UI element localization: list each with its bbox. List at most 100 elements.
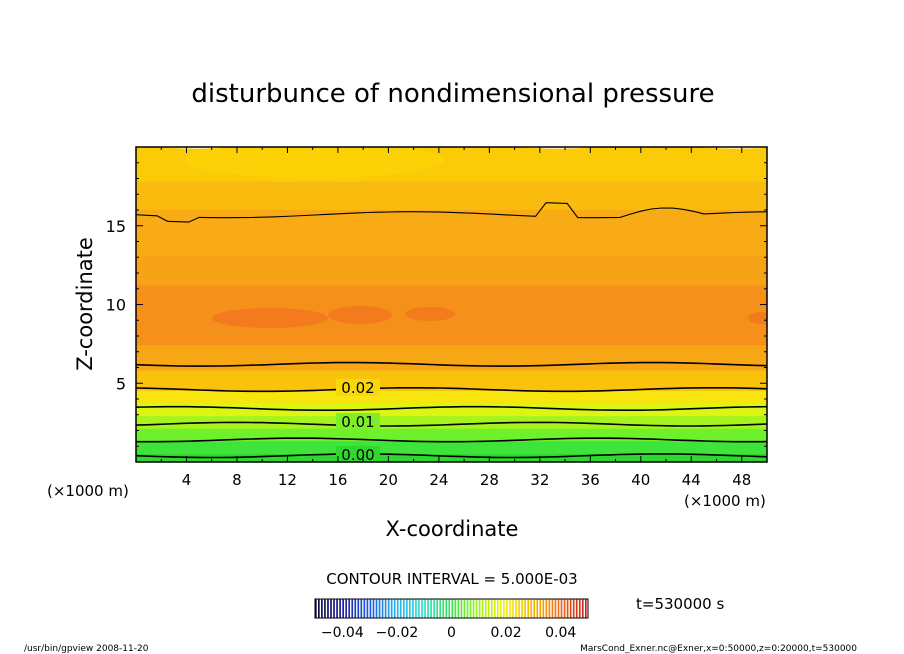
colorbar-stripe (384, 599, 387, 618)
colorbar-stripe (366, 599, 369, 618)
colorbar-stripe (378, 599, 381, 618)
colorbar-stripe (390, 599, 393, 618)
colorbar-stripe (478, 599, 481, 618)
colorbar-stripe (448, 599, 451, 618)
colorbar-stripe (457, 599, 460, 618)
colorbar-stripe (563, 599, 566, 618)
colorbar-stripe (542, 599, 545, 618)
high-pressure-patch (328, 306, 392, 324)
colorbar-frame (314, 598, 589, 619)
colorbar-stripe (439, 599, 442, 618)
colorbar-stripe (402, 599, 405, 618)
x-axis: 4 8 12 16 20 24 28 32 36 40 44 48 (160, 147, 768, 489)
colorbar-stripe (551, 599, 554, 618)
colorbar-stripe (524, 599, 526, 618)
colorbar-stripe (387, 599, 390, 618)
colorbar-stripe (463, 599, 466, 618)
colorbar-stripe (436, 599, 438, 618)
high-pressure-patch (212, 308, 328, 328)
contour-band (136, 176, 767, 210)
x-tick-label: 36 (581, 471, 600, 489)
contour-line (136, 453, 767, 459)
colorbar-stripe (530, 599, 533, 618)
x-tick-label: 12 (278, 471, 297, 489)
contour-fill-features (185, 147, 767, 328)
x-unit-left: (×1000 m) (47, 482, 129, 500)
low-pressure-patch (185, 147, 445, 178)
colorbar-stripe (409, 599, 411, 618)
colorbar-stripe (548, 599, 551, 618)
contour-line (136, 361, 767, 367)
contour-band (136, 365, 767, 391)
colorbar-stripe (493, 599, 496, 618)
colorbar-stripe (469, 599, 472, 618)
colorbar-stripe (481, 599, 484, 618)
colorbar-stripe (506, 599, 508, 618)
x-tick-label: 20 (379, 471, 398, 489)
x-tick-label: 28 (480, 471, 499, 489)
colorbar-stripe (372, 599, 375, 618)
colorbar-stripe (421, 599, 423, 618)
colorbar-stripe (375, 599, 378, 618)
colorbar-stripe (430, 599, 432, 618)
x-tick-label: 40 (631, 471, 650, 489)
colorbar-stripe (363, 599, 366, 618)
colorbar-stripe (533, 599, 536, 618)
colorbar-stripe (321, 599, 323, 618)
y-tick-label: 10 (106, 296, 126, 315)
colorbar-stripe (515, 599, 517, 618)
colorbar-stripe (327, 599, 329, 618)
colorbar-stripe (572, 599, 575, 618)
colorbar-stripe (509, 599, 511, 618)
colorbar-stripe (412, 599, 414, 618)
colorbar-stripe (345, 599, 347, 618)
colorbar-stripe (348, 599, 351, 618)
colorbar-stripe (487, 599, 490, 618)
colorbar-ticks: −0.04 −0.02 0 0.02 0.04 (321, 625, 577, 641)
colorbar-stripe (351, 599, 354, 618)
colorbar-stripe (315, 599, 317, 618)
x-tick-label: 48 (732, 471, 751, 489)
contour-line (136, 387, 767, 393)
x-unit-right: (×1000 m) (684, 492, 766, 510)
colorbar-stripe (539, 599, 542, 618)
colorbar-stripe (406, 599, 408, 618)
colorbar-stripe (333, 599, 335, 618)
colorbar (315, 599, 587, 618)
time-label: t=530000 s (636, 595, 724, 613)
colorbar-stripe (330, 599, 332, 618)
colorbar-stripe (545, 599, 548, 618)
contour-line (136, 202, 767, 223)
colorbar-stripe (357, 599, 360, 618)
colorbar-stripe (427, 599, 429, 618)
colorbar-stripe (512, 599, 514, 618)
colorbar-stripe (554, 599, 557, 618)
x-tick-label: 16 (328, 471, 347, 489)
x-axis-label: X-coordinate (386, 517, 519, 541)
x-tick-label: 32 (530, 471, 549, 489)
colorbar-stripe (393, 599, 396, 618)
contour-line (136, 405, 767, 411)
colorbar-stripe (360, 599, 363, 618)
y-tick-label: 5 (116, 374, 126, 393)
colorbar-stripe (433, 599, 435, 618)
colorbar-stripe (369, 599, 372, 618)
contour-lines (136, 202, 767, 459)
colorbar-stripe (342, 599, 344, 618)
y-axis-label: Z-coordinate (73, 237, 97, 371)
contour-line (136, 421, 767, 427)
y-axis: 5 10 15 (106, 162, 767, 447)
colorbar-stripe (354, 599, 357, 618)
colorbar-stripe (324, 599, 326, 618)
colorbar-stripe (454, 599, 457, 618)
footer-right: MarsCond_Exner.nc@Exner,x=0:50000,z=0:20… (580, 644, 857, 654)
y-tick-label: 15 (106, 217, 126, 236)
plot-area (136, 147, 767, 462)
contour-line (136, 437, 767, 443)
x-tick-label: 4 (182, 471, 192, 489)
colorbar-stripe (451, 599, 454, 618)
contour-fill-bands (136, 147, 767, 462)
colorbar-stripe (503, 599, 505, 618)
colorbar-stripe (536, 599, 539, 618)
